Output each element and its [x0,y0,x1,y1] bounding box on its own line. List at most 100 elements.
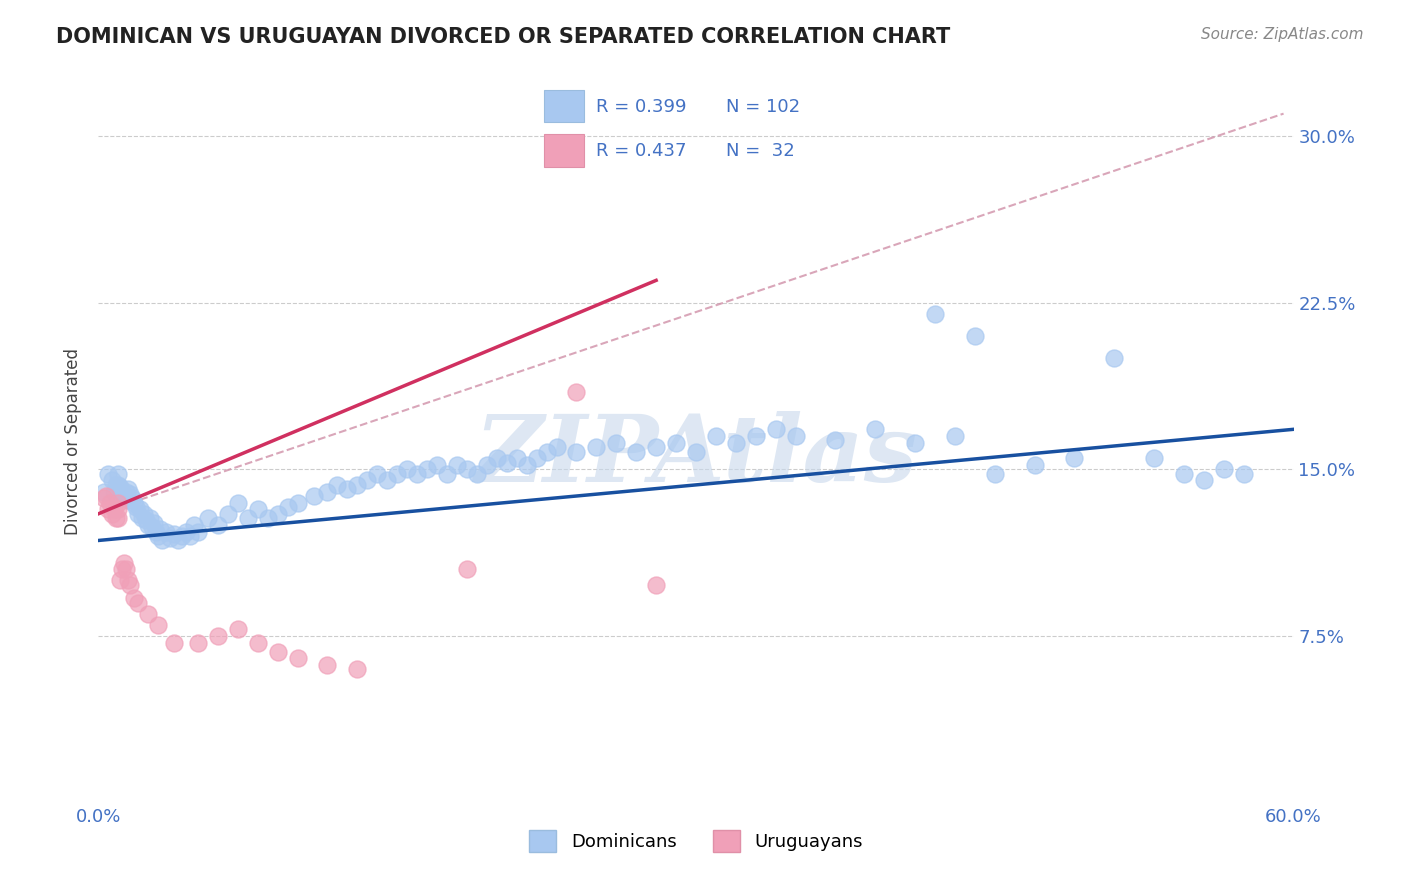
Point [316,657,339,672]
Point [456,462,478,476]
Point [115,562,138,576]
Point [93,491,115,506]
Point [105,478,128,492]
Point [120,487,142,501]
Text: N =  32: N = 32 [725,142,794,160]
Point [105,511,128,525]
Point [516,458,538,472]
Point [226,623,249,637]
Point [495,456,517,470]
Point [163,636,186,650]
Point [96,489,118,503]
Point [626,444,648,458]
Point [356,474,378,488]
Point [120,578,142,592]
Point [117,493,139,508]
Point [174,524,197,539]
Point [97,467,120,481]
Point [287,496,309,510]
Point [326,478,349,492]
Text: R = 0.399: R = 0.399 [596,98,686,116]
Point [1233,467,1256,481]
Point [302,489,325,503]
Point [131,511,153,525]
Point [765,422,787,436]
Point [155,524,177,539]
Point [485,451,508,466]
Point [724,435,747,450]
Point [93,484,115,499]
Point [745,429,768,443]
Point [336,483,359,497]
Point [115,484,138,499]
Point [121,491,143,506]
Point [148,529,170,543]
Point [984,467,1007,481]
Point [904,435,927,450]
Bar [544,134,583,167]
Point [385,467,409,481]
Point [150,533,173,548]
Point [145,524,167,539]
Point [112,556,135,570]
Point [136,607,159,621]
Point [665,435,688,450]
Point [98,496,122,510]
Point [172,529,194,543]
Point [246,502,269,516]
Text: Source: ZipAtlas.com: Source: ZipAtlas.com [1201,27,1364,42]
Point [207,517,229,532]
Point [183,517,205,532]
Point [167,533,190,548]
Point [824,434,846,448]
Point [1104,351,1126,366]
Point [125,500,148,515]
Point [124,496,146,510]
Point [316,484,339,499]
Point [375,474,398,488]
Point [197,511,219,525]
Point [645,440,668,454]
Point [207,629,229,643]
Point [107,496,129,510]
Point [134,507,156,521]
Point [346,662,368,676]
Point [963,329,986,343]
Legend: Dominicans, Uruguayans: Dominicans, Uruguayans [522,822,870,859]
Point [565,384,588,399]
Point [135,513,157,527]
Point [605,435,627,450]
Y-axis label: Divorced or Separated: Divorced or Separated [65,348,83,535]
Point [111,484,134,499]
Point [943,429,966,443]
Point [124,591,146,606]
Point [1192,474,1215,488]
Point [149,522,172,536]
Point [127,507,149,521]
Point [396,462,419,476]
Point [117,574,139,588]
Point [865,422,887,436]
Point [148,618,170,632]
Point [103,484,125,499]
Point [436,467,458,481]
Bar [544,90,583,122]
Point [107,511,129,525]
Point [107,467,129,481]
Point [426,458,449,472]
Point [267,507,290,521]
Point [1212,462,1234,476]
Text: DOMINICAN VS URUGUAYAN DIVORCED OR SEPARATED CORRELATION CHART: DOMINICAN VS URUGUAYAN DIVORCED OR SEPAR… [56,27,950,46]
Point [129,502,152,516]
Point [406,467,429,481]
Point [1173,467,1195,481]
Point [1063,451,1085,466]
Point [97,502,120,516]
Point [187,524,209,539]
Point [565,444,588,458]
Point [107,502,129,516]
Point [139,511,162,525]
Point [526,451,548,466]
Point [141,520,163,534]
Point [645,578,668,592]
